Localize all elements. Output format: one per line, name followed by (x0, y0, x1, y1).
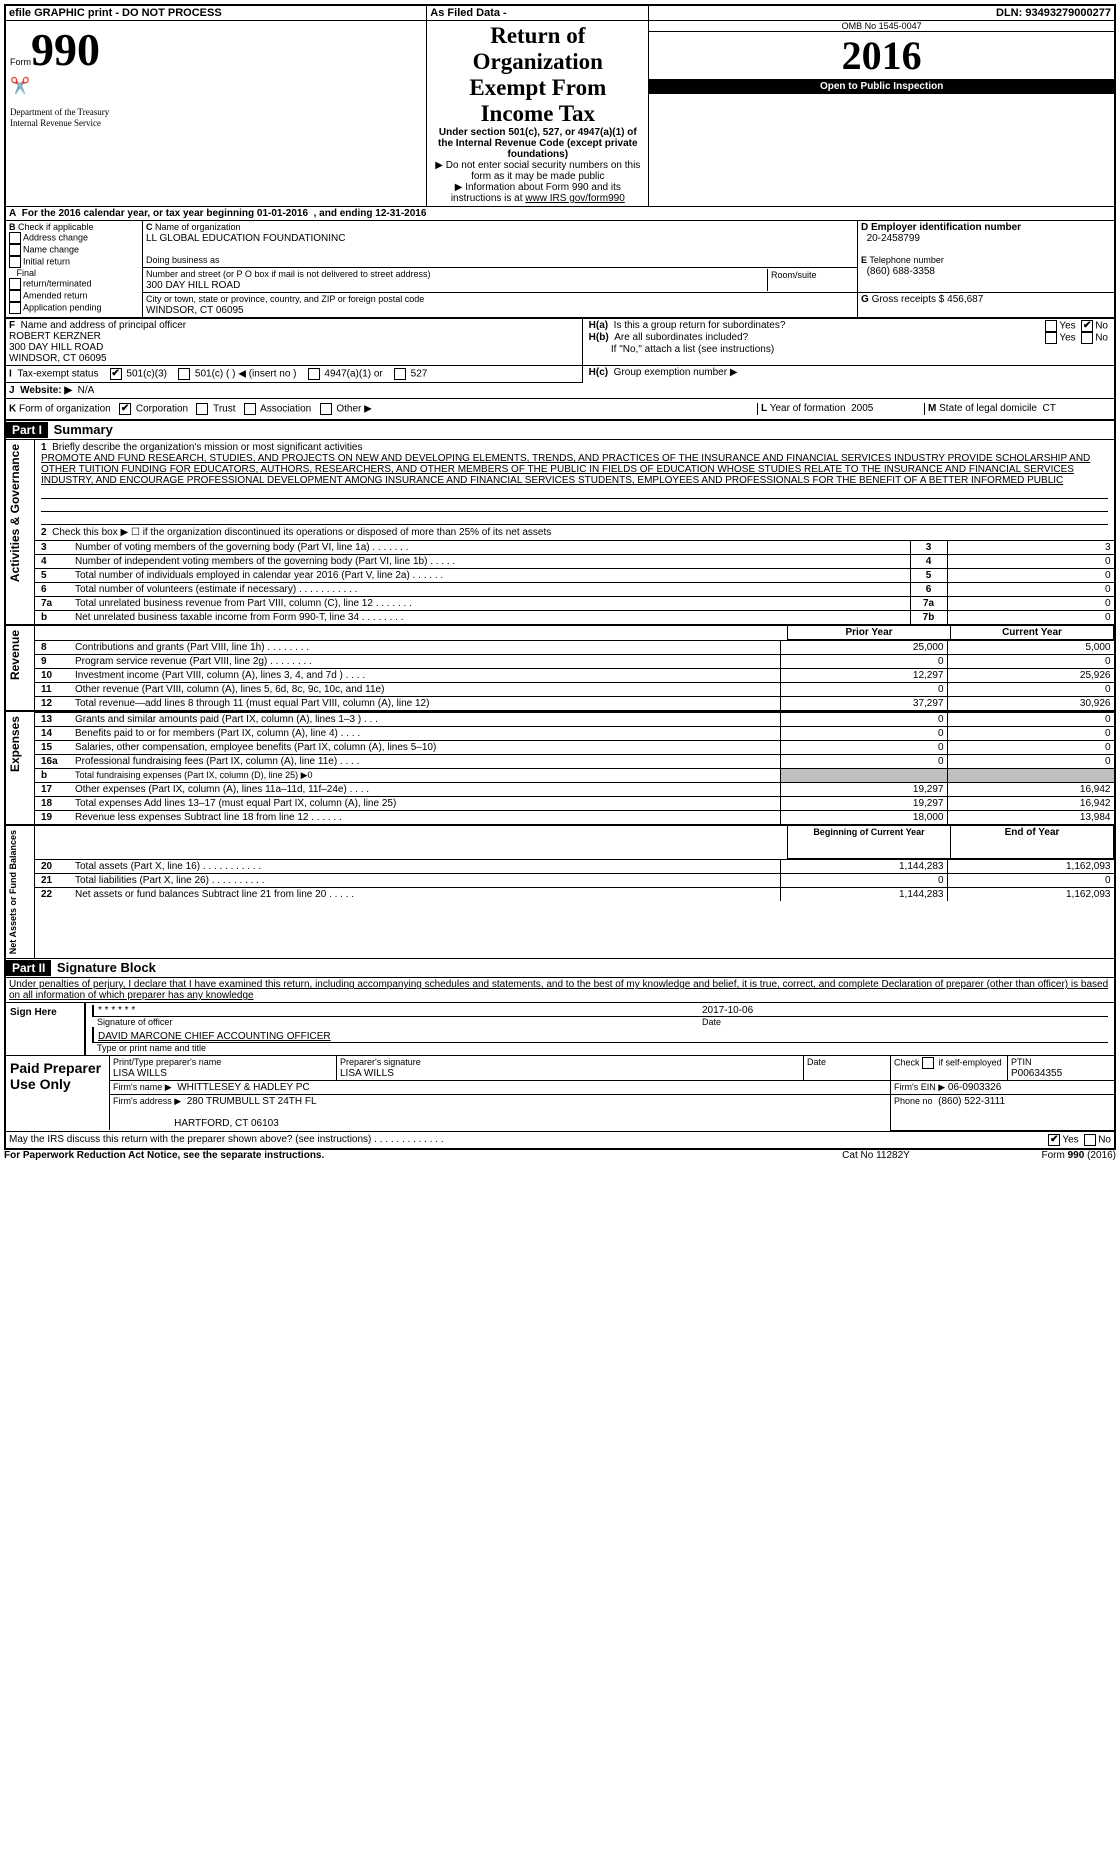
header-title: Return of Organization Exempt From Incom… (427, 21, 649, 207)
summary-row: 9Program service revenue (Part VIII, lin… (35, 655, 1114, 669)
box-c-addr: Number and street (or P O box if mail is… (143, 268, 858, 293)
paid-preparer-block: Paid Preparer Use Only Print/Type prepar… (5, 1056, 1115, 1132)
part1-header: Part I Summary (5, 420, 1115, 440)
summary-row: 18Total expenses Add lines 13–17 (must e… (35, 797, 1114, 811)
line-a: A For the 2016 calendar year, or tax yea… (5, 207, 1115, 221)
mission-text: PROMOTE AND FUND RESEARCH, STUDIES, AND … (41, 453, 1090, 486)
ij-block: I Tax-exempt status ✔ 501(c)(3) 501(c) (… (5, 366, 1115, 399)
prior-year-hdr: Prior Year (788, 625, 951, 640)
summary-row: bNet unrelated business taxable income f… (35, 611, 1114, 625)
summary-row: 13Grants and similar amounts paid (Part … (35, 713, 1114, 727)
summary-row: 6Total number of volunteers (estimate if… (35, 583, 1114, 597)
summary-row: 10Investment income (Part VIII, column (… (35, 669, 1114, 683)
line2: Check this box ▶ ☐ if the organization d… (52, 527, 551, 538)
summary-row: 7aTotal unrelated business revenue from … (35, 597, 1114, 611)
klm-block: K Form of organization ✔ Corporation Tru… (5, 399, 1115, 421)
summary-row: 19Revenue less expenses Subtract line 18… (35, 811, 1114, 825)
summary-row: 16aProfessional fundraising fees (Part I… (35, 755, 1114, 769)
summary-row: 22Net assets or fund balances Subtract l… (35, 888, 1114, 902)
fh-block: F Name and address of principal officer … (5, 318, 1115, 366)
box-h: H(a) Is this a group return for subordin… (582, 319, 1114, 365)
efile-notice: efile GRAPHIC print - DO NOT PROCESS (5, 5, 427, 21)
form-cell: Form990 ✂️ Department of the Treasury In… (5, 21, 427, 207)
box-d-e: D Employer identification number 20-2458… (858, 221, 1115, 293)
perjury-text: Under penalties of perjury, I declare th… (5, 978, 1115, 1003)
year-cell: OMB No 1545-0047 2016 Open to Public Ins… (649, 21, 1115, 207)
side-rev: Revenue (6, 626, 24, 684)
part1-body: Activities & Governance 1 Briefly descri… (5, 440, 1115, 960)
as-filed: As Filed Data - (427, 5, 649, 21)
summary-row: 14Benefits paid to or for members (Part … (35, 727, 1114, 741)
part2-header: Part II Signature Block (5, 959, 1115, 978)
box-j: J Website: ▶ N/A (6, 383, 582, 399)
box-hc: H(c) Group exemption number ▶ (582, 366, 1114, 398)
box-k: K Form of organization ✔ Corporation Tru… (9, 403, 758, 415)
current-year-hdr: Current Year (951, 625, 1114, 640)
box-l: L Year of formation 2005 (758, 403, 925, 415)
entity-block: B Check if applicable Address change Nam… (5, 221, 1115, 319)
summary-row: 3Number of voting members of the governi… (35, 541, 1114, 555)
box-c-name: C Name of organization LL GLOBAL EDUCATI… (143, 221, 858, 268)
top-strip: efile GRAPHIC print - DO NOT PROCESS As … (5, 5, 1115, 21)
box-c-city: City or town, state or province, country… (143, 293, 858, 318)
sign-here-block: Sign Here * * * * * * 2017-10-06 Signatu… (5, 1003, 1115, 1056)
side-na: Net Assets or Fund Balances (6, 826, 20, 958)
summary-row: 12Total revenue—add lines 8 through 11 (… (35, 697, 1114, 711)
summary-row: 21Total liabilities (Part X, line 26) . … (35, 874, 1114, 888)
summary-row: 15Salaries, other compensation, employee… (35, 741, 1114, 755)
footer: For Paperwork Reduction Act Notice, see … (4, 1150, 1116, 1161)
summary-row: 5Total number of individuals employed in… (35, 569, 1114, 583)
summary-row: 20Total assets (Part X, line 16) . . . .… (35, 860, 1114, 874)
side-ag: Activities & Governance (6, 440, 24, 586)
discuss-question: May the IRS discuss this return with the… (5, 1131, 1115, 1149)
box-f: F Name and address of principal officer … (6, 319, 582, 365)
box-i: I Tax-exempt status ✔ 501(c)(3) 501(c) (… (6, 366, 582, 383)
summary-row: bTotal fundraising expenses (Part IX, co… (35, 769, 1114, 783)
box-b: B Check if applicable Address change Nam… (6, 221, 143, 317)
summary-row: 11Other revenue (Part VIII, column (A), … (35, 683, 1114, 697)
boy-hdr: Beginning of Current Year (788, 825, 951, 859)
box-m: M State of legal domicile CT (925, 403, 1112, 415)
eoy-hdr: End of Year (951, 825, 1114, 859)
side-exp: Expenses (6, 712, 24, 776)
line1-label: Briefly describe the organization's miss… (52, 442, 362, 453)
box-g: G Gross receipts $ 456,687 (858, 293, 1115, 318)
summary-row: 17Other expenses (Part IX, column (A), l… (35, 783, 1114, 797)
summary-row: 8Contributions and grants (Part VIII, li… (35, 641, 1114, 655)
summary-row: 4Number of independent voting members of… (35, 555, 1114, 569)
dln: DLN: 93493279000277 (649, 5, 1115, 21)
